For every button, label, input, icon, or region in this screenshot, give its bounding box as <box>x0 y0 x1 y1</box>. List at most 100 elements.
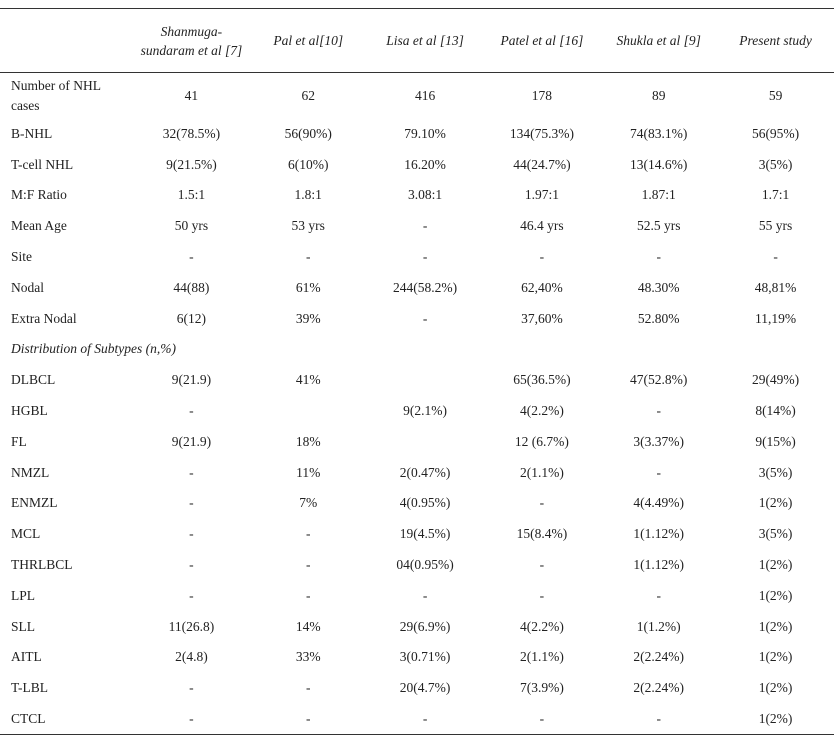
table-cell: 1(2%) <box>758 618 793 634</box>
table-cell: 53 yrs <box>291 218 325 234</box>
table-cell: 9(21.5%) <box>166 156 217 172</box>
table-cell: 1(2%) <box>758 495 793 511</box>
table-cell: - <box>305 249 311 265</box>
table-cell: - <box>305 587 311 603</box>
table-cell: - <box>539 587 545 603</box>
table-row: THRLBCL - - 04(0.95%) - 1(1.12%) 1(2%) <box>0 550 834 581</box>
column-header: Present study <box>739 33 812 48</box>
table-cell: 48.30% <box>637 279 680 295</box>
row-label: FL <box>11 433 27 449</box>
table-cell: 134(75.3%) <box>509 125 574 141</box>
table-row: Distribution of Subtypes (n,%) <box>0 334 834 365</box>
column-header: Lisa et al [13] <box>386 33 464 48</box>
table-cell: 62,40% <box>521 279 563 295</box>
table-cell: 1(2%) <box>758 649 793 665</box>
table-row: Extra Nodal 6(12) 39% - 37,60% 52.80% 11,19% <box>0 303 834 334</box>
table-cell: 8(14%) <box>755 403 796 419</box>
table-cell: 16.20% <box>404 156 446 172</box>
table-cell: 44(88) <box>173 279 210 295</box>
table-cell: 29(49%) <box>751 372 800 388</box>
comparison-table: Shanmuga-sundaram et al [7] Pal et al[10]… <box>0 8 834 735</box>
table-cell: - <box>189 710 194 726</box>
table-cell: 52.5 yrs <box>636 218 681 234</box>
table-cell: 3(5%) <box>758 464 793 480</box>
table-cell: 178 <box>531 87 553 103</box>
section-label: Distribution of Subtypes (n,%) <box>11 341 176 357</box>
row-label: ENMZL <box>11 495 58 511</box>
table-cell: - <box>189 680 194 696</box>
table-cell: - <box>189 495 194 511</box>
table-cell: 3(5%) <box>758 526 793 542</box>
table-cell: 32(78.5%) <box>162 125 221 141</box>
table-cell: - <box>539 249 545 265</box>
table-cell: - <box>189 526 194 542</box>
row-label: HGBL <box>11 403 48 419</box>
column-header: Pal et al[10] <box>273 33 344 48</box>
table-cell: 3(5%) <box>758 156 793 172</box>
header-row: Shanmuga-sundaram et al [7] Pal et al[10]… <box>0 9 834 73</box>
table-row: MCL - - 19(4.5%) 15(8.4%) 1(1.12%) 3(5%) <box>0 519 834 550</box>
table-header: Shanmuga-sundaram et al [7] Pal et al[10]… <box>0 8 834 73</box>
table-cell: 18% <box>295 433 321 449</box>
table-cell: - <box>656 587 661 603</box>
table-row: Number of NHL cases 41 62 416 178 89 59 <box>0 73 834 119</box>
row-label: NMZL <box>11 464 50 480</box>
table-cell: 1(1.12%) <box>633 526 685 542</box>
table-cell: 1(2%) <box>758 587 793 603</box>
table-cell: 62 <box>301 87 315 103</box>
table-cell: 04(0.95%) <box>396 557 454 573</box>
table-cell: 2(1.1%) <box>519 649 564 665</box>
table-cell: - <box>539 495 545 511</box>
table-cell: 3(3.37%) <box>633 433 685 449</box>
table-cell: 3(0.71%) <box>399 649 451 665</box>
table-row: B-NHL 32(78.5%) 56(90%) 79.10% 134(75.3%) 74(… <box>0 119 834 150</box>
row-label: DLBCL <box>11 372 56 388</box>
table-cell: 244(58.2%) <box>393 279 458 295</box>
table-cell: - <box>422 710 428 726</box>
table-cell: 15(8.4%) <box>516 526 568 542</box>
table-cell: - <box>656 464 661 480</box>
table-cell: - <box>773 249 778 265</box>
table-cell: 6(10%) <box>287 156 329 172</box>
table-cell: 59 <box>768 87 783 103</box>
table-cell: - <box>189 557 194 573</box>
table-cell: - <box>422 218 428 234</box>
table-cell: 7(3.9%) <box>519 680 564 696</box>
table-cell: 1.8:1 <box>294 187 322 203</box>
table-cell: 50 yrs <box>174 218 209 234</box>
table-cell: - <box>422 310 428 326</box>
table-cell: 89 <box>651 87 666 103</box>
table-cell: 19(4.5%) <box>399 526 451 542</box>
table-cell: 20(4.7%) <box>399 680 451 696</box>
table-cell: - <box>189 464 194 480</box>
table-cell: 1.5:1 <box>177 187 206 203</box>
table-cell: 2(4.8) <box>175 649 208 665</box>
table-cell: 9(21.9) <box>171 433 212 449</box>
row-label: THRLBCL <box>11 557 73 573</box>
table-row: ENMZL - 7% 4(0.95%) - 4(4.49%) 1(2%) <box>0 488 834 519</box>
row-label: CTCL <box>11 710 46 726</box>
table-row: LPL - - - - - 1(2%) <box>0 580 834 611</box>
table-cell: 416 <box>414 87 436 103</box>
table-cell: - <box>656 710 661 726</box>
row-label: Mean Age <box>11 218 67 234</box>
table-cell: 55 yrs <box>758 218 793 234</box>
table-cell: 44(24.7%) <box>513 156 571 172</box>
row-label: T-cell NHL <box>11 156 74 172</box>
table-cell: 4(2.2%) <box>519 618 564 634</box>
table-cell: - <box>189 403 194 419</box>
table-cell: - <box>422 249 428 265</box>
column-header: Shukla et al [9] <box>616 33 701 48</box>
table-cell: 1.87:1 <box>641 187 676 203</box>
table-cell: - <box>305 526 311 542</box>
row-label: T-LBL <box>11 680 48 696</box>
table-cell: 4(2.2%) <box>519 403 564 419</box>
table-cell: 1(2%) <box>758 680 793 696</box>
table-cell: 9(15%) <box>755 433 796 449</box>
column-header: Patel et al [16] <box>500 33 584 48</box>
table-cell: 65(36.5%) <box>513 372 571 388</box>
table-cell: - <box>539 557 545 573</box>
table-row: NMZL - 11% 2(0.47%) 2(1.1%) - 3(5%) <box>0 457 834 488</box>
table-row: Nodal 44(88) 61% 244(58.2%) 62,40% 48.30% 48,8… <box>0 272 834 303</box>
